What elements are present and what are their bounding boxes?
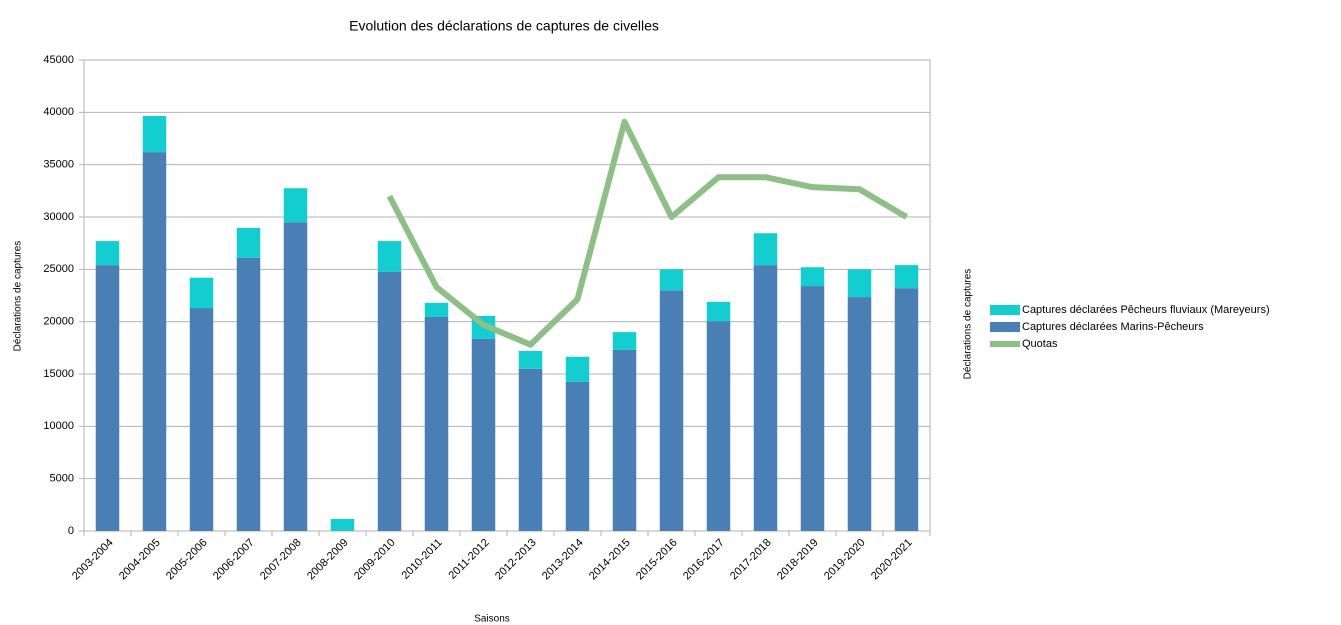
x-tick-label: 2011-2012: [447, 537, 492, 582]
bar: [236, 257, 261, 531]
x-tick-label: 2017-2018: [728, 537, 774, 583]
bar: [142, 115, 167, 153]
bar: [706, 321, 731, 531]
y-tick-label: 25000: [43, 263, 74, 275]
legend-swatch: [990, 305, 1020, 315]
chart-title: Evolution des déclarations de captures d…: [349, 18, 659, 34]
legend-swatch: [990, 322, 1020, 332]
bar: [377, 271, 402, 531]
bar: [612, 349, 637, 531]
bar: [330, 518, 355, 531]
bar: [706, 301, 731, 322]
y-tick-label: 5000: [50, 473, 74, 485]
x-tick-label: 2018-2019: [775, 537, 821, 583]
x-tick-label: 2006-2007: [211, 537, 257, 583]
y-tick-label: 40000: [43, 106, 74, 118]
x-tick-label: 2008-2009: [305, 537, 351, 583]
y-tick-label: 45000: [43, 54, 74, 66]
bar: [518, 368, 543, 531]
bar: [565, 356, 590, 382]
bar: [283, 222, 308, 531]
bar: [471, 338, 496, 531]
y-tick-label: 10000: [43, 420, 74, 432]
bar: [659, 269, 684, 291]
bar: [800, 286, 825, 531]
bar: [236, 227, 261, 258]
bar: [753, 233, 778, 266]
bar: [283, 188, 308, 223]
x-tick-label: 2004-2005: [117, 537, 163, 583]
x-tick-label: 2020-2021: [869, 537, 915, 583]
legend-label: Captures déclarées Marins-Pêcheurs: [1022, 321, 1204, 333]
legend-label: Quotas: [1022, 338, 1058, 350]
x-tick-label: 2009-2010: [352, 537, 398, 583]
line: [386, 118, 909, 348]
bar: [95, 265, 120, 531]
y-tick-label: 15000: [43, 368, 74, 380]
legend-label: Captures déclarées Pêcheurs fluviaux (Ma…: [1022, 304, 1270, 316]
bar: [847, 297, 872, 531]
y-tick-label: 35000: [43, 159, 74, 171]
y-axis-label: Déclarations de captures: [13, 241, 24, 352]
bar: [424, 302, 449, 317]
bar: [894, 288, 919, 531]
x-tick-label: 2015-2016: [634, 537, 680, 583]
bar: [377, 241, 402, 272]
bar: [189, 308, 214, 531]
bar: [753, 265, 778, 531]
bar: [800, 267, 825, 287]
y-tick-label: 30000: [43, 211, 74, 223]
legend-swatch: [990, 341, 1020, 347]
y-tick-label: 0: [68, 525, 74, 537]
x-axis-label: Saisons: [474, 614, 510, 625]
y-tick-label: 20000: [43, 316, 74, 328]
bar: [565, 381, 590, 531]
x-tick-label: 2016-2017: [681, 537, 727, 583]
bar: [142, 152, 167, 531]
x-tick-label: 2014-2015: [587, 537, 633, 583]
bar: [518, 350, 543, 369]
bar: [659, 290, 684, 531]
y2-axis-label: Déclarations de captures: [963, 269, 974, 380]
x-tick-label: 2012-2013: [493, 537, 539, 583]
x-tick-label: 2013-2014: [540, 537, 586, 583]
bar: [189, 277, 214, 309]
bar: [847, 269, 872, 298]
x-tick-label: 2005-2006: [164, 537, 210, 583]
x-tick-label: 2007-2008: [258, 537, 304, 583]
bar: [612, 332, 637, 350]
x-tick-label: 2010-2011: [400, 537, 445, 582]
x-tick-label: 2019-2020: [822, 537, 868, 583]
bar: [95, 241, 120, 266]
x-tick-label: 2003-2004: [70, 537, 116, 583]
bar: [894, 265, 919, 289]
bar: [424, 316, 449, 531]
